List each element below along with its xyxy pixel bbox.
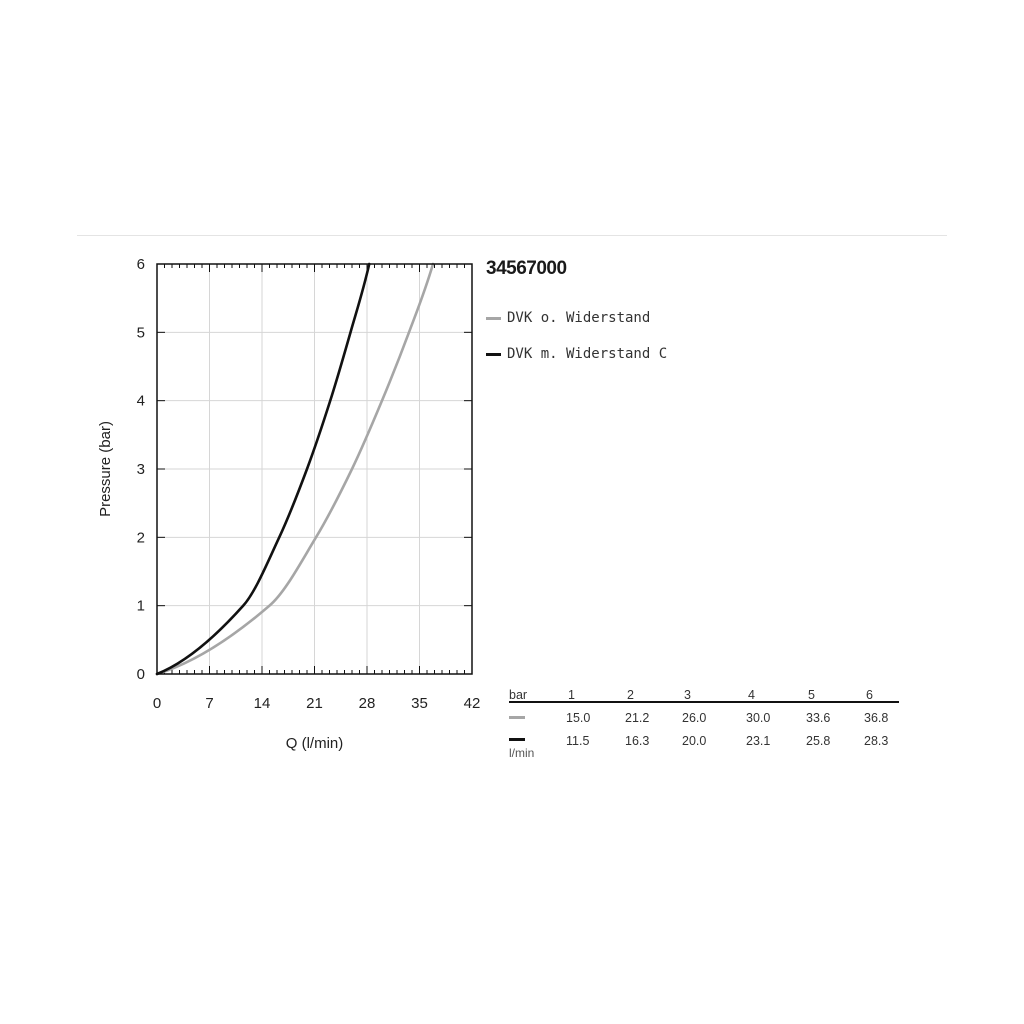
y-tick-label: 2 <box>137 529 145 546</box>
table-cell: 16.3 <box>625 734 650 748</box>
series-line-1 <box>155 262 435 676</box>
x-tick-label: 21 <box>306 695 323 712</box>
table-cell: 25.8 <box>806 734 831 748</box>
table-header-label: bar <box>509 688 528 702</box>
y-tick-label: 5 <box>137 324 145 341</box>
x-tick-label: 14 <box>254 695 271 712</box>
table-cell: 23.1 <box>746 734 771 748</box>
chart-title: 34567000 <box>486 258 567 279</box>
table-header-rule <box>509 701 899 703</box>
x-tick-label: 28 <box>359 695 376 712</box>
series-line-2 <box>155 262 371 676</box>
table-cell: 26.0 <box>682 711 707 725</box>
table-cell: 21.2 <box>625 711 650 725</box>
y-tick-label: 1 <box>137 598 145 615</box>
y-tick-label: 0 <box>137 666 145 683</box>
table-cell: 28.3 <box>864 734 889 748</box>
x-tick-label: 7 <box>205 695 213 712</box>
legend-label-1: DVK o. Widerstand <box>507 310 651 326</box>
x-axis-label: Q (l/min) <box>286 735 344 752</box>
x-tick-label: 0 <box>153 695 161 712</box>
table-cell: 11.5 <box>566 734 590 748</box>
legend-swatch-1 <box>486 316 501 320</box>
legend-item-2: DVK m. Widerstand C <box>486 346 667 362</box>
table-cell: 33.6 <box>806 711 831 725</box>
legend-item-1: DVK o. Widerstand <box>486 310 650 326</box>
table-swatch-1 <box>509 716 525 719</box>
table-cell: 20.0 <box>682 734 707 748</box>
y-tick-label: 4 <box>137 393 145 410</box>
table-column-header: 4 <box>748 688 755 702</box>
table-cell: 30.0 <box>746 711 771 725</box>
table-column-header: 2 <box>627 688 634 702</box>
table-column-header: 3 <box>684 688 691 702</box>
y-tick-label: 3 <box>137 461 145 478</box>
x-tick-label: 35 <box>411 695 428 712</box>
table-column-header: 1 <box>568 688 575 702</box>
table-unit-label: l/min <box>509 746 535 760</box>
table-swatch-2 <box>509 738 525 741</box>
top-divider <box>77 235 947 236</box>
table-cell: 36.8 <box>864 711 889 725</box>
y-axis-label: Pressure (bar) <box>97 421 114 517</box>
table-column-header: 5 <box>808 688 815 702</box>
y-tick-label: 6 <box>137 256 145 273</box>
table-cell: 15.0 <box>566 711 591 725</box>
table-column-header: 6 <box>866 688 873 702</box>
legend-swatch-2 <box>486 352 501 356</box>
plot-frame <box>156 263 473 675</box>
x-tick-label: 42 <box>464 695 481 712</box>
legend-label-2: DVK m. Widerstand C <box>507 346 668 362</box>
